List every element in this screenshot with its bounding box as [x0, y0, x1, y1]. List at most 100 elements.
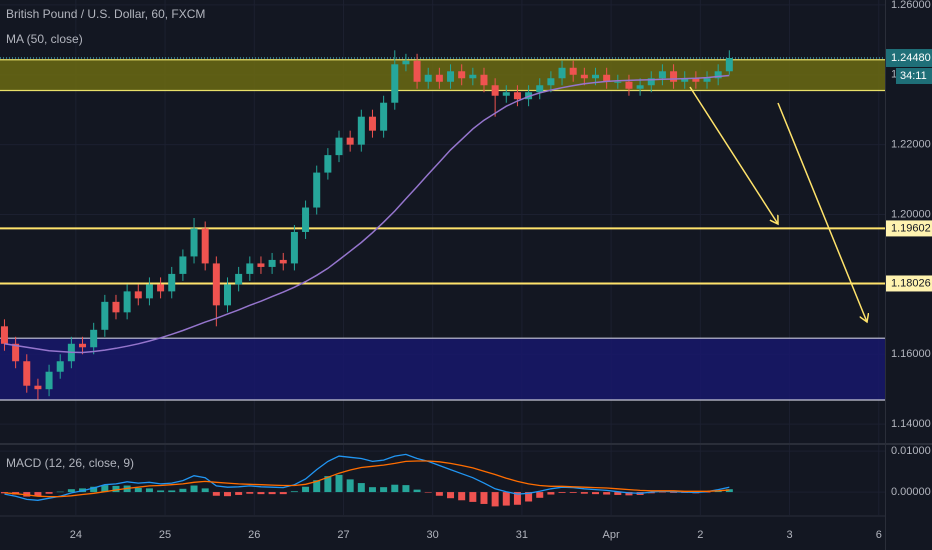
histogram-bar [45, 492, 53, 494]
x-tick-label: 31 [516, 529, 528, 541]
histogram-bar [413, 489, 421, 493]
candle-body [357, 116, 365, 145]
macd-title: MACD (12, 26, close, 9) [6, 456, 134, 470]
y-tick-label: 1.16000 [891, 348, 931, 360]
x-tick-label: 25 [159, 529, 171, 541]
candle-body [625, 81, 633, 89]
candle-body [79, 343, 87, 348]
candle-body [302, 207, 310, 232]
histogram-bar [212, 492, 220, 496]
candle-body [212, 263, 220, 306]
candle-body [268, 259, 276, 267]
histogram-bar [368, 487, 376, 493]
y-tick-label: 1.22000 [891, 139, 931, 151]
candle-body [257, 263, 265, 267]
histogram-bar [625, 492, 633, 496]
histogram-bar [558, 492, 566, 493]
arrow [689, 86, 778, 224]
histogram-bar [380, 487, 388, 493]
candle-body [101, 301, 109, 330]
plot-layer [0, 50, 733, 507]
histogram-bar [279, 492, 287, 495]
histogram-bar [447, 492, 455, 499]
histogram-bar [658, 492, 666, 493]
candle-body [569, 67, 577, 75]
candle-body [313, 172, 321, 208]
candle-body [145, 284, 153, 299]
candle-body [614, 81, 622, 83]
x-tick-label: 26 [248, 529, 260, 541]
candle-body [592, 74, 600, 79]
histogram-bar [257, 492, 265, 495]
histogram-bar [569, 492, 577, 493]
candle-body [157, 284, 165, 292]
candle-body [491, 85, 499, 96]
histogram-bar [525, 492, 533, 502]
histogram-bar [223, 492, 231, 497]
y-tick-label: 1.26000 [891, 0, 931, 11]
candle-body [513, 92, 521, 100]
x-tick-label: 6 [876, 529, 882, 541]
candle-body [658, 71, 666, 79]
histogram-bar [324, 476, 332, 493]
candle-body [703, 78, 711, 82]
histogram-bar [34, 492, 42, 497]
candle-body [346, 137, 354, 145]
candle-body [480, 74, 488, 86]
histogram-bar [290, 491, 298, 493]
histogram-bar [112, 485, 120, 493]
candle-body [435, 74, 443, 82]
legend-entry: MA (50, close) [6, 32, 83, 46]
histogram-bar [157, 490, 165, 493]
histogram-bar [491, 492, 499, 507]
histogram-bar [335, 474, 343, 493]
signal-line [4, 460, 730, 498]
candle-body [647, 78, 655, 86]
candle-body [235, 273, 243, 285]
histogram-bar [391, 484, 399, 493]
histogram-bar [502, 492, 510, 506]
candle-body [112, 301, 120, 313]
histogram-bar [435, 492, 443, 496]
candle-body [413, 60, 421, 82]
candle-body [692, 78, 700, 82]
candle-body [603, 74, 611, 82]
candle-body [335, 137, 343, 156]
x-tick-label: 30 [427, 529, 439, 541]
candle-body [447, 71, 455, 82]
candle-body [23, 361, 31, 386]
candle-body [179, 256, 187, 274]
level-label-box [886, 220, 932, 237]
candle-body [290, 231, 298, 264]
candle-body [279, 259, 287, 264]
histogram-bar [480, 492, 488, 504]
histogram-bar [603, 492, 611, 495]
candle-body [368, 116, 376, 131]
candle-body [670, 71, 678, 82]
candle-body [424, 74, 432, 82]
zone [0, 338, 885, 401]
histogram-bar [469, 492, 477, 502]
axis-layer: 1.140001.160001.180001.200001.220001.240… [70, 0, 932, 541]
candle-body [246, 263, 254, 274]
histogram-bar [145, 488, 153, 493]
histogram-bar [670, 492, 678, 493]
histogram-bar [547, 492, 555, 495]
histogram-bar [56, 491, 64, 493]
candle-body [324, 155, 332, 173]
y-tick-label: 0.00000 [891, 486, 931, 498]
histogram-bar [235, 492, 243, 495]
histogram-bar [357, 483, 365, 493]
histogram-bar [246, 492, 254, 494]
candle-body [580, 74, 588, 79]
candle-body [547, 78, 555, 86]
level-label-box [886, 275, 932, 292]
candle-body [123, 291, 131, 313]
x-tick-label: 24 [70, 529, 82, 541]
histogram-bar [313, 480, 321, 493]
candle-body [725, 57, 733, 72]
histogram-bar [268, 492, 276, 495]
x-tick-label: 27 [337, 529, 349, 541]
histogram-bar [201, 488, 209, 493]
